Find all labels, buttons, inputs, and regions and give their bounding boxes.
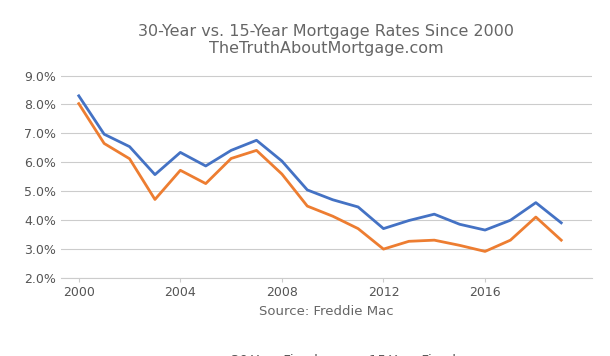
30-Year Fixed [177,150,184,155]
Line: 30-Year Fixed: 30-Year Fixed [79,96,561,230]
30-Year Fixed [304,188,311,192]
30-Year Fixed [253,138,260,142]
15-Year Fixed [278,172,285,176]
30-Year Fixed [228,148,235,152]
30-Year Fixed [329,198,336,202]
15-Year Fixed [101,141,108,146]
15-Year Fixed [151,197,159,201]
15-Year Fixed [253,148,260,152]
15-Year Fixed [354,226,362,231]
15-Year Fixed [202,182,209,186]
15-Year Fixed [329,214,336,218]
30-Year Fixed [380,226,387,231]
30-Year Fixed [151,173,159,177]
30-Year Fixed [558,221,565,225]
30-Year Fixed [202,164,209,168]
30-Year Fixed [532,200,539,205]
15-Year Fixed [126,157,133,161]
15-Year Fixed [456,243,464,247]
15-Year Fixed [228,156,235,161]
30-Year Fixed [101,132,108,136]
X-axis label: Source: Freddie Mac: Source: Freddie Mac [259,305,393,318]
15-Year Fixed [75,101,82,106]
30-Year Fixed [126,145,133,149]
30-Year Fixed [507,218,514,222]
15-Year Fixed [380,247,387,251]
15-Year Fixed [532,215,539,219]
15-Year Fixed [507,238,514,242]
Title: 30-Year vs. 15-Year Mortgage Rates Since 2000
TheTruthAboutMortgage.com: 30-Year vs. 15-Year Mortgage Rates Since… [138,23,514,56]
Legend: 30-Year Fixed, 15-Year Fixed: 30-Year Fixed, 15-Year Fixed [192,349,461,356]
30-Year Fixed [431,212,438,216]
15-Year Fixed [481,249,489,253]
15-Year Fixed [558,238,565,242]
30-Year Fixed [456,222,464,226]
30-Year Fixed [405,218,412,222]
15-Year Fixed [177,168,184,172]
30-Year Fixed [354,205,362,209]
30-Year Fixed [278,159,285,163]
15-Year Fixed [431,238,438,242]
15-Year Fixed [405,239,412,244]
30-Year Fixed [481,228,489,232]
15-Year Fixed [304,204,311,208]
Line: 15-Year Fixed: 15-Year Fixed [79,104,561,251]
30-Year Fixed [75,94,82,98]
